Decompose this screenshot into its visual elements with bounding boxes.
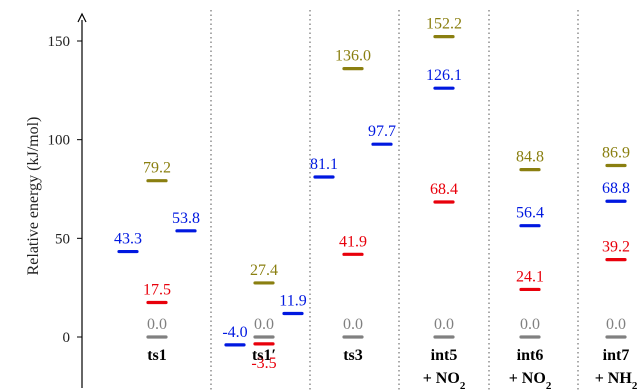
y-tick-label: 0 bbox=[63, 330, 71, 346]
energy-value-label: 97.7 bbox=[368, 123, 396, 140]
energy-value-label: 39.2 bbox=[602, 239, 630, 256]
y-tick-label: 100 bbox=[48, 133, 71, 149]
group-dividers bbox=[210, 10, 579, 391]
energy-value-label: 68.4 bbox=[430, 181, 458, 198]
energy-value-label: 0.0 bbox=[606, 316, 626, 333]
y-tick-label: 50 bbox=[55, 231, 70, 247]
energy-value-label: 152.2 bbox=[426, 16, 462, 33]
group-label: + NO2 bbox=[509, 370, 552, 391]
group-label: int7 bbox=[603, 347, 630, 364]
energy-value-label: 53.8 bbox=[172, 210, 200, 227]
energy-value-label: 126.1 bbox=[426, 67, 462, 84]
energy-value-label: -4.0 bbox=[222, 324, 247, 341]
energy-value-label: 27.4 bbox=[250, 262, 278, 279]
energy-value-label: 11.9 bbox=[279, 293, 306, 310]
energy-value-label: 0.0 bbox=[147, 316, 167, 333]
y-axis: 0 50 100 150 bbox=[48, 12, 87, 388]
energy-value-label: 79.2 bbox=[143, 160, 171, 177]
energy-value-label: 56.4 bbox=[516, 205, 544, 222]
energy-value-label: 81.1 bbox=[310, 156, 338, 173]
group-label: int5 bbox=[431, 347, 458, 364]
energy-value-label: 68.8 bbox=[602, 180, 630, 197]
energy-value-label: 0.0 bbox=[254, 316, 274, 333]
energy-value-label: 24.1 bbox=[516, 268, 544, 285]
group-label: + NH2 bbox=[595, 370, 638, 391]
energy-levels: 0.0 17.5 43.3 53.8 79.2 0.0 -3.5-4.0 11.927.4 0.… bbox=[114, 16, 630, 372]
group-label: ts1 bbox=[147, 347, 167, 364]
energy-value-label: 136.0 bbox=[335, 48, 371, 65]
y-tick-label: 150 bbox=[48, 34, 71, 50]
y-axis-arrow bbox=[77, 12, 87, 23]
y-axis-label: Relative energy (kJ/mol) bbox=[25, 117, 42, 276]
energy-value-label: 84.8 bbox=[516, 149, 544, 166]
group-label: ts1′ bbox=[252, 347, 276, 364]
energy-value-label: 41.9 bbox=[339, 233, 367, 250]
energy-value-label: 0.0 bbox=[520, 316, 540, 333]
energy-value-label: 86.9 bbox=[602, 145, 630, 162]
energy-value-label: -3.5 bbox=[251, 355, 276, 372]
energy-value-label: 0.0 bbox=[343, 316, 363, 333]
energy-value-label: 0.0 bbox=[434, 316, 454, 333]
group-label: int6 bbox=[517, 347, 544, 364]
energy-value-label: 43.3 bbox=[114, 231, 142, 248]
group-labels: ts1 ts1′ ts3 int5 + NO2 int6 + NO2 int7 + NH2 bbox=[147, 347, 638, 391]
group-label: + NO2 bbox=[423, 370, 466, 391]
group-label: ts3 bbox=[343, 347, 363, 364]
energy-value-label: 17.5 bbox=[143, 281, 171, 298]
